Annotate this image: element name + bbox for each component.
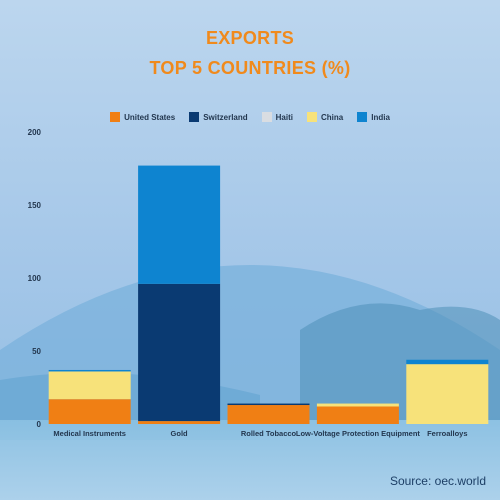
legend-swatch xyxy=(357,112,368,122)
chart-title-line1: EXPORTS xyxy=(205,28,295,48)
legend-item: India xyxy=(357,112,390,122)
legend-swatch xyxy=(307,112,317,122)
bar-segment xyxy=(406,364,489,424)
legend-label: United States xyxy=(124,112,176,122)
bar-segment xyxy=(406,359,489,365)
x-tick-label: Medical Instruments xyxy=(53,429,126,438)
y-tick-label: 150 xyxy=(28,201,42,210)
legend-label: India xyxy=(371,112,390,122)
y-tick-label: 0 xyxy=(37,420,42,429)
x-tick-label: Gold xyxy=(171,429,188,438)
legend-label: Switzerland xyxy=(203,112,248,122)
legend-swatch xyxy=(110,112,121,122)
bar-segment xyxy=(227,403,310,406)
legend-item: Haiti xyxy=(261,112,293,122)
bar-segment xyxy=(316,403,399,407)
legend-item: United States xyxy=(110,112,175,122)
y-tick-label: 200 xyxy=(28,128,42,137)
bar-segment xyxy=(138,421,221,424)
bar-segment xyxy=(227,405,310,424)
legend-label: China xyxy=(321,112,344,122)
x-tick-label: Ferroalloys xyxy=(427,429,467,438)
legend-swatch xyxy=(189,112,200,122)
legend: United States Switzerland Haiti China India xyxy=(0,112,500,122)
bar-segment xyxy=(138,283,221,422)
source-note: Source: oec.world xyxy=(389,474,486,488)
legend-label: Haiti xyxy=(275,112,293,122)
bar-segment xyxy=(48,399,131,424)
legend-swatch xyxy=(261,112,272,122)
legend-item: China xyxy=(307,112,343,122)
y-tick-label: 50 xyxy=(32,347,41,356)
y-tick-label: 100 xyxy=(28,274,42,283)
bar-segment xyxy=(138,165,221,284)
x-tick-label: Rolled Tobacco xyxy=(241,429,297,438)
bar-segment xyxy=(48,369,131,372)
chart-title-line2: TOP 5 COUNTRIES (%) xyxy=(149,58,351,78)
bar-segment xyxy=(48,371,131,400)
x-tick-label: Low-Voltage Protection Equipment xyxy=(296,429,421,438)
bar-segment xyxy=(316,406,399,424)
legend-item: Switzerland xyxy=(189,112,248,122)
